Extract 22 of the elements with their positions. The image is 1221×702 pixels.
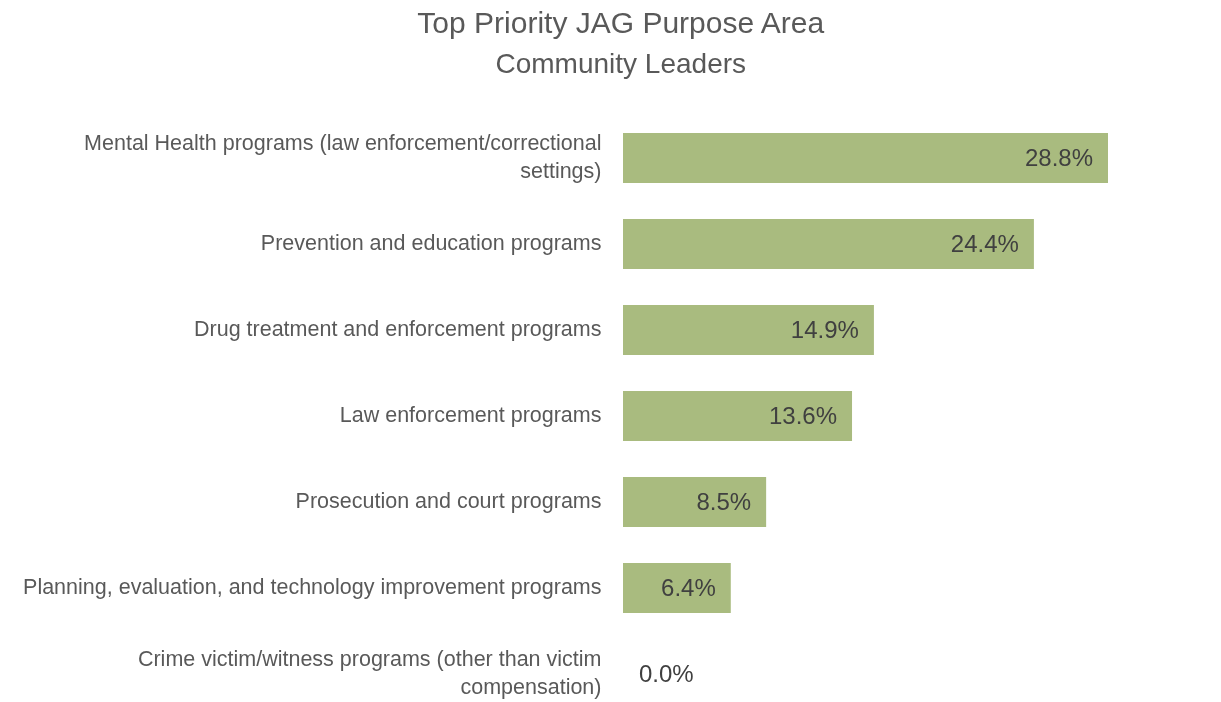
y-tick-label: Mental Health programs (law enforcement/correctional settings) [84, 130, 602, 183]
data-label: 28.8% [1024, 143, 1093, 171]
data-label: 24.4% [950, 229, 1019, 257]
bar [623, 305, 874, 355]
data-label: 6.4% [661, 574, 716, 602]
y-tick-label: Prosecution and court programs [295, 489, 602, 514]
bar [623, 133, 1108, 183]
bar [623, 391, 853, 441]
y-tick-label: Law enforcement programs [339, 403, 602, 427]
chart-subtitle: Community Leaders [495, 48, 747, 80]
bar [623, 219, 1034, 269]
data-label: 8.5% [696, 488, 752, 516]
data-label: 13.6% [768, 402, 838, 429]
bar [623, 563, 731, 613]
y-tick-label: Crime victim/witness programs (other than victim compensation) [137, 647, 602, 700]
data-label: 14.9% [790, 315, 859, 343]
data-label: 0.0% [639, 660, 694, 688]
y-tick-label: Drug treatment and enforcement programs [193, 316, 602, 341]
bar [623, 477, 767, 527]
y-tick-label: Planning, evaluation, and technology improvement programs [23, 575, 602, 600]
chart-title: Top Priority JAG Purpose Area [417, 6, 825, 40]
y-tick-label: Prevention and education programs [260, 230, 602, 255]
